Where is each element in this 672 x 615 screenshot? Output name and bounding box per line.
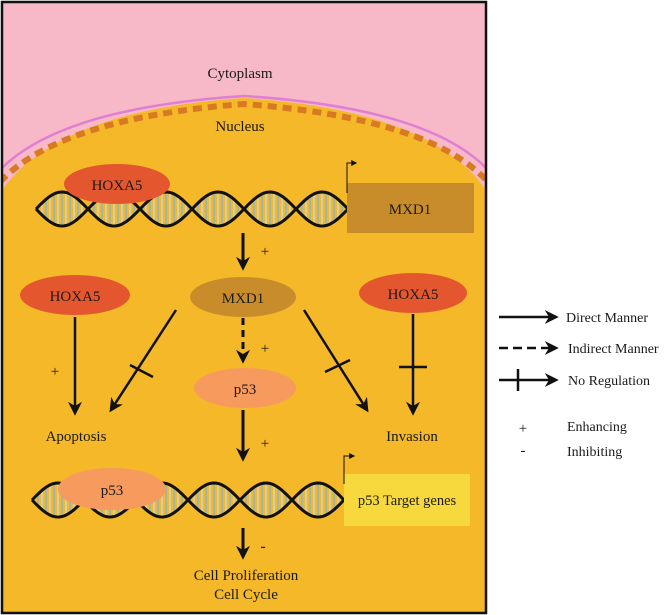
legend-direct-label: Direct Manner: [566, 311, 648, 326]
legend-enhancing-symbol: +: [519, 421, 527, 437]
dna-helix-top: [34, 190, 350, 228]
no-regulation-bar: [324, 358, 351, 374]
p53-bound-node: [58, 468, 166, 510]
legend-indirect-label: Indirect Manner: [568, 342, 659, 357]
nuclear-envelope: [2, 100, 486, 185]
apoptosis-label: Apoptosis: [46, 429, 107, 445]
cell-proliferation-label: Cell Proliferation: [194, 568, 299, 584]
hoxa5-left-label: HOXA5: [50, 289, 101, 305]
legend-inhibiting-symbol: -: [521, 443, 526, 459]
mxd1-gene-label: MXD1: [389, 202, 432, 218]
invasion-label: Invasion: [386, 429, 438, 445]
cell-panel-border: [0, 0, 488, 615]
sign-gene-to-mxd1: +: [261, 244, 269, 260]
cytoplasm-label: Cytoplasm: [207, 66, 272, 82]
hoxa5-right-label: HOXA5: [388, 287, 439, 303]
legend-enhancing-label: Enhancing: [567, 420, 627, 435]
arrow-mxd1-to-apoptosis: [109, 309, 178, 413]
p53-protein-label: p53: [234, 382, 257, 398]
no-regulation-bar: [129, 363, 154, 379]
mxd1-protein-label: MXD1: [222, 291, 265, 307]
tss-arrow-mxd1: [346, 160, 358, 193]
dna-strand-b: [34, 190, 350, 228]
arrow-mxd1-to-invasion: [302, 309, 369, 413]
sign-hoxa5-to-apoptosis: +: [51, 364, 59, 380]
legend: Direct Manner Indirect Manner No Regulat…: [499, 310, 659, 460]
mxd1-gene-box: [347, 183, 474, 233]
p53-target-genes-box: [344, 474, 470, 526]
p53-bound-label: p53: [101, 483, 124, 499]
cell-cycle-label: Cell Cycle: [214, 587, 278, 603]
p53-protein-node: [194, 368, 296, 408]
legend-no-regulation-label: No Regulation: [568, 374, 650, 389]
p53-target-genes-label: p53 Target genes: [358, 493, 457, 509]
nucleus-label: Nucleus: [215, 119, 264, 135]
sign-targets-to-proliferation: -: [260, 538, 265, 555]
hoxa5-right-node: [359, 273, 467, 313]
mxd1-protein-node: [190, 277, 296, 317]
legend-inhibiting-label: Inhibiting: [567, 445, 622, 460]
cell-membrane-line: [2, 94, 486, 170]
sign-mxd1-to-p53: +: [261, 341, 269, 357]
tss-arrow-p53-targets: [343, 453, 356, 484]
sign-p53-to-targets: +: [261, 436, 269, 452]
hoxa5-top-label: HOXA5: [92, 178, 143, 194]
hoxa5-left-node: [20, 275, 130, 315]
hoxa5-top-node: [64, 164, 170, 204]
